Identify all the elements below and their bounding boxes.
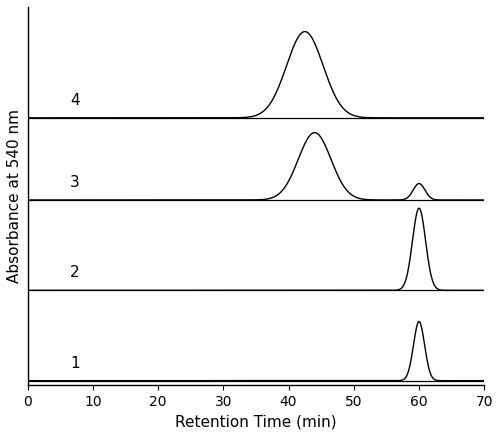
Text: 2: 2 — [70, 266, 80, 280]
Text: 1: 1 — [70, 356, 80, 371]
Text: 4: 4 — [70, 93, 80, 108]
Text: 3: 3 — [70, 175, 80, 190]
Y-axis label: Absorbance at 540 nm: Absorbance at 540 nm — [7, 109, 22, 283]
X-axis label: Retention Time (min): Retention Time (min) — [175, 414, 336, 429]
